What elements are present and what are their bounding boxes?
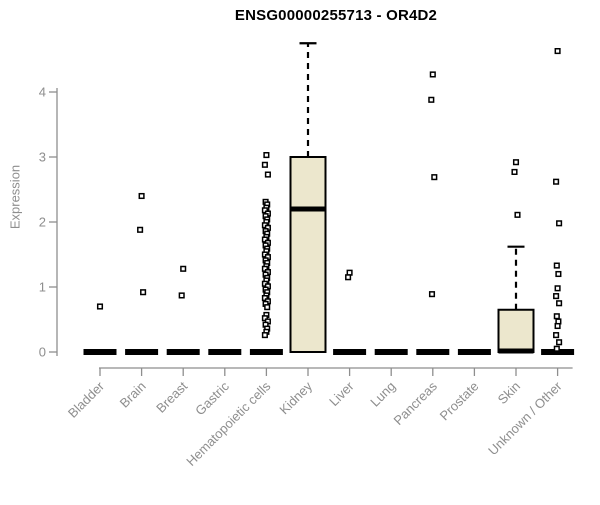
x-tick-label: Bladder bbox=[65, 378, 108, 421]
outlier-point bbox=[264, 171, 271, 178]
y-axis-title: Expression bbox=[7, 164, 23, 230]
x-tick-label: Lung bbox=[367, 379, 398, 410]
outlier-point bbox=[553, 313, 560, 320]
outlier-point bbox=[553, 293, 560, 300]
outlier-point bbox=[514, 211, 521, 218]
box bbox=[497, 308, 535, 353]
zero-bar bbox=[166, 349, 200, 355]
outlier-point bbox=[96, 303, 104, 310]
box bbox=[289, 156, 327, 353]
x-tick-label: Kidney bbox=[276, 378, 315, 417]
x-tick-label: Skin bbox=[495, 379, 523, 407]
outlier-point bbox=[554, 285, 561, 292]
median-line bbox=[290, 206, 326, 212]
x-tick-label: Brain bbox=[117, 379, 149, 411]
zero-bar bbox=[541, 349, 575, 355]
x-tick-label: Liver bbox=[326, 378, 357, 409]
outlier-point bbox=[554, 48, 561, 55]
y-tick-label: 2 bbox=[39, 215, 46, 230]
y-tick-label: 4 bbox=[39, 85, 46, 100]
outlier-point bbox=[555, 270, 562, 278]
outlier-point bbox=[512, 159, 520, 166]
outlier-point bbox=[553, 178, 560, 185]
zero-bar bbox=[333, 349, 367, 355]
x-tick-label: Pancreas bbox=[390, 378, 440, 428]
outlier-point bbox=[556, 339, 563, 346]
x-tick-label: Breast bbox=[153, 378, 190, 415]
zero-bar bbox=[457, 349, 491, 355]
zero-bar bbox=[83, 349, 117, 355]
outlier-point bbox=[140, 289, 147, 296]
outlier-point bbox=[556, 220, 563, 227]
outlier-point bbox=[428, 291, 436, 298]
outlier-point bbox=[556, 300, 563, 307]
outlier-point bbox=[138, 192, 145, 200]
zero-bar bbox=[208, 349, 242, 355]
outlier-point bbox=[511, 168, 518, 175]
chart-title: ENSG00000255713 - OR4D2 bbox=[234, 7, 438, 24]
x-tick-label: Gastric bbox=[192, 378, 232, 418]
y-tick-label: 1 bbox=[39, 280, 46, 295]
outlier-point bbox=[553, 345, 560, 352]
outlier-point bbox=[264, 304, 271, 311]
outlier-point bbox=[261, 332, 268, 339]
zero-bar bbox=[249, 349, 283, 355]
y-tick-label: 0 bbox=[39, 345, 46, 360]
outlier-point bbox=[345, 274, 352, 281]
outlier-point bbox=[261, 161, 268, 168]
outlier-point bbox=[429, 71, 436, 78]
outlier-point bbox=[553, 262, 560, 269]
y-tick-label: 3 bbox=[39, 150, 46, 165]
outlier-point bbox=[553, 332, 560, 339]
zero-bar bbox=[374, 349, 408, 355]
outlier-point bbox=[180, 265, 187, 272]
x-tick-label: Unknown / Other bbox=[485, 378, 565, 458]
x-tick-label: Prostate bbox=[437, 379, 482, 424]
outlier-point bbox=[178, 292, 185, 299]
outlier-point bbox=[263, 152, 270, 159]
zero-bar bbox=[416, 349, 450, 355]
outlier-point bbox=[554, 322, 561, 330]
outlier-point bbox=[431, 174, 438, 181]
median-line bbox=[498, 348, 534, 354]
outlier-point bbox=[137, 226, 144, 233]
zero-bar bbox=[125, 349, 159, 355]
outlier-point bbox=[428, 96, 435, 103]
